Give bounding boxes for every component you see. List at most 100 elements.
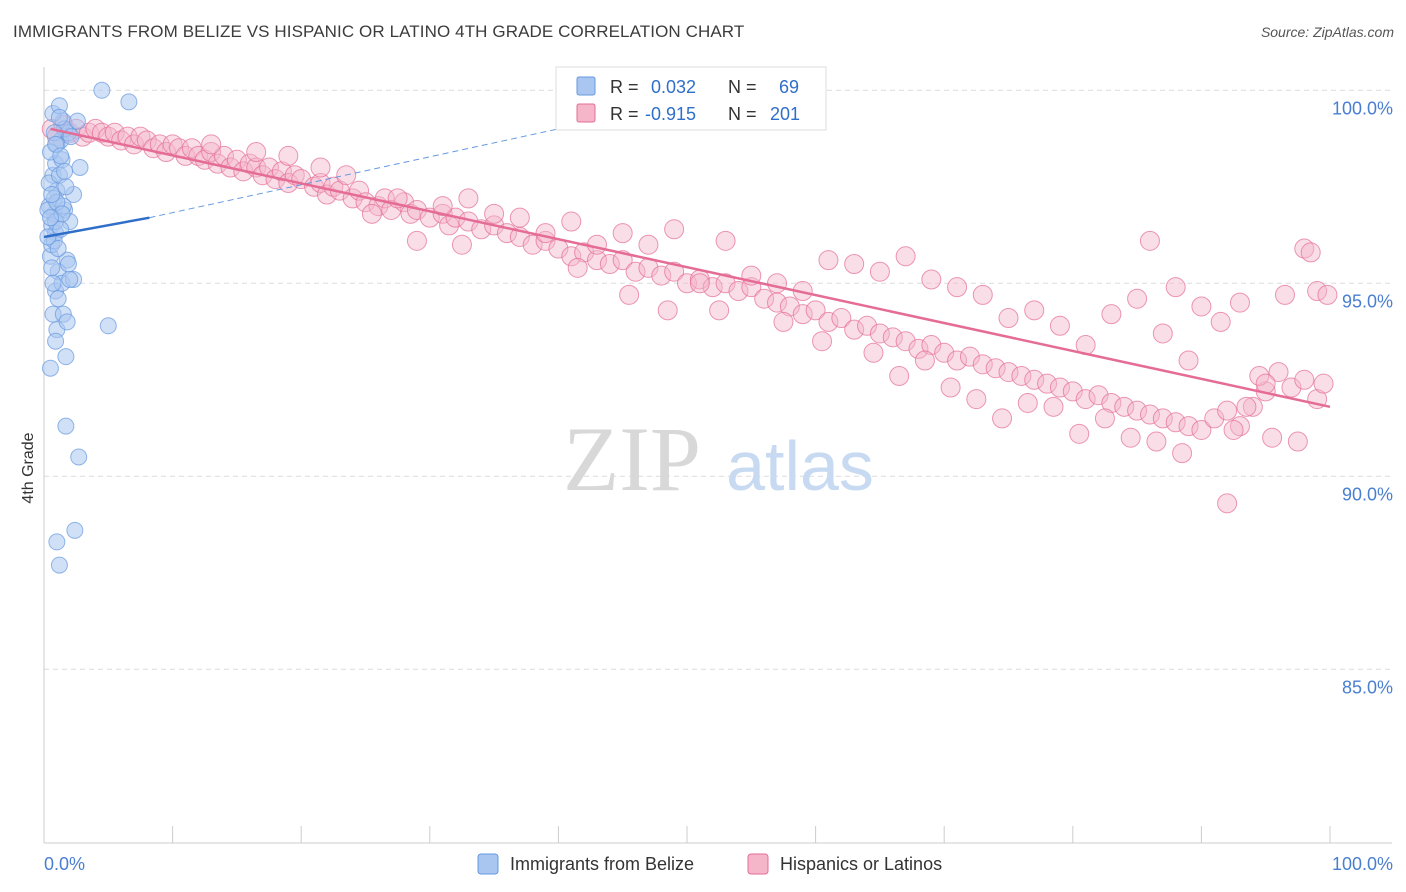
belize-point: [99, 317, 117, 335]
y-tick-label: 85.0%: [1342, 677, 1393, 697]
hispanics-point: [914, 350, 935, 371]
hispanics-point: [1049, 377, 1070, 398]
hispanics-point: [1043, 396, 1064, 417]
hispanics-point: [1152, 323, 1173, 344]
belize-point: [50, 108, 68, 126]
hispanics-point: [1242, 396, 1263, 417]
hispanics-point: [1127, 288, 1148, 309]
belize-point: [41, 209, 59, 227]
hispanics-point: [715, 273, 736, 294]
hispanics-point: [484, 203, 505, 224]
stats-n-label-belize: N =: [728, 77, 757, 97]
hispanics-point: [1139, 404, 1160, 425]
hispanics-point: [947, 277, 968, 298]
hispanics-point: [1313, 373, 1334, 394]
hispanics-point: [715, 230, 736, 251]
x-tick-label: 100.0%: [1332, 854, 1393, 874]
hispanics-point: [921, 335, 942, 356]
hispanics-point: [863, 342, 884, 363]
chart-source: Source: ZipAtlas.com: [1260, 24, 1394, 40]
hispanics-point: [458, 188, 479, 209]
hispanics-point: [1017, 392, 1038, 413]
hispanics-point: [998, 362, 1019, 383]
belize-point: [57, 178, 75, 196]
hispanics-point: [201, 134, 222, 155]
hispanics-point: [651, 265, 672, 286]
hispanics-point: [709, 300, 730, 321]
hispanics-point: [1101, 304, 1122, 325]
hispanics-point: [889, 365, 910, 386]
hispanics-point: [1037, 373, 1058, 394]
hispanics-point: [1223, 419, 1244, 440]
hispanics-point: [406, 230, 427, 251]
hispanics-point: [1011, 365, 1032, 386]
hispanics-point: [921, 269, 942, 290]
bottom-legend: Immigrants from Belize Hispanics or Lati…: [477, 853, 942, 875]
hispanics-point: [1062, 381, 1083, 402]
hispanics-point: [972, 284, 993, 305]
hispanics-point: [773, 311, 794, 332]
x-tick-label: 0.0%: [44, 854, 85, 874]
belize-point: [50, 556, 68, 574]
stats-r-label-hispanics: R =: [610, 104, 639, 124]
hispanics-point: [574, 242, 595, 263]
hispanics-point: [934, 342, 955, 363]
hispanics-point: [1229, 292, 1250, 313]
hispanics-point: [1217, 493, 1238, 514]
hispanics-point: [779, 296, 800, 317]
hispanics-point: [1300, 242, 1321, 263]
hispanics-point: [657, 300, 678, 321]
tick-labels: 100.0% 95.0% 90.0% 85.0% 0.0% 100.0%: [44, 98, 1393, 874]
hispanics-point: [201, 142, 222, 163]
stats-r-value-belize: 0.032: [651, 77, 696, 97]
hispanics-point: [805, 300, 826, 321]
hispanics-point: [451, 234, 472, 255]
belize-point: [57, 348, 75, 366]
hispanics-point: [1088, 385, 1109, 406]
stats-n-label-hispanics: N =: [728, 104, 757, 124]
hispanics-point: [1049, 315, 1070, 336]
belize-point: [41, 359, 59, 377]
hispanics-point: [728, 281, 749, 302]
legend-swatch-belize: [477, 853, 499, 875]
belize-point: [70, 448, 88, 466]
hispanics-point: [844, 254, 865, 274]
y-axis-label: 4th Grade: [20, 432, 37, 503]
hispanics-point: [908, 338, 929, 359]
hispanics-point: [1210, 311, 1231, 332]
trend-lines: [43, 127, 1331, 409]
hispanics-point: [1262, 427, 1283, 448]
hispanics-point: [895, 246, 916, 267]
hispanics-point: [561, 211, 582, 232]
hispanics-point: [689, 273, 710, 294]
hispanics-point: [1178, 350, 1199, 371]
hispanics-point: [1172, 443, 1193, 464]
hispanics-point: [1165, 412, 1186, 433]
stats-legend-box: [555, 66, 827, 131]
hispanics-point: [1127, 400, 1148, 421]
hispanics-point: [1294, 369, 1315, 390]
hispanics-point: [1229, 416, 1250, 437]
belize-point: [66, 521, 84, 539]
belize-point: [59, 255, 77, 273]
hispanics-point: [1146, 431, 1167, 452]
y-tick-label: 90.0%: [1342, 484, 1393, 504]
hispanics-point: [1268, 362, 1289, 383]
hispanics-point: [1191, 296, 1212, 317]
chart-title: IMMIGRANTS FROM BELIZE VS HISPANIC OR LA…: [13, 22, 745, 41]
hispanics-point: [278, 145, 299, 166]
hispanics-point: [1114, 396, 1135, 417]
hispanics-point: [895, 331, 916, 352]
hispanics-point: [522, 234, 543, 255]
belize-trend-line: [43, 216, 150, 239]
hispanics-point: [882, 327, 903, 348]
hispanics-point: [612, 223, 633, 244]
watermark: ZIP atlas: [563, 408, 874, 510]
hispanics-point: [1281, 377, 1302, 398]
series-belize-points: [39, 81, 138, 574]
hispanics-trend-line: [50, 127, 1331, 409]
hispanics-point: [1294, 238, 1315, 259]
stats-n-value-hispanics: 201: [770, 104, 800, 124]
hispanics-point: [818, 250, 839, 271]
